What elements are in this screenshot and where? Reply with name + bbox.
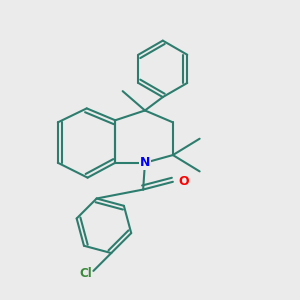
Text: O: O — [178, 175, 189, 188]
Text: N: N — [140, 156, 150, 169]
Text: Cl: Cl — [80, 267, 92, 280]
